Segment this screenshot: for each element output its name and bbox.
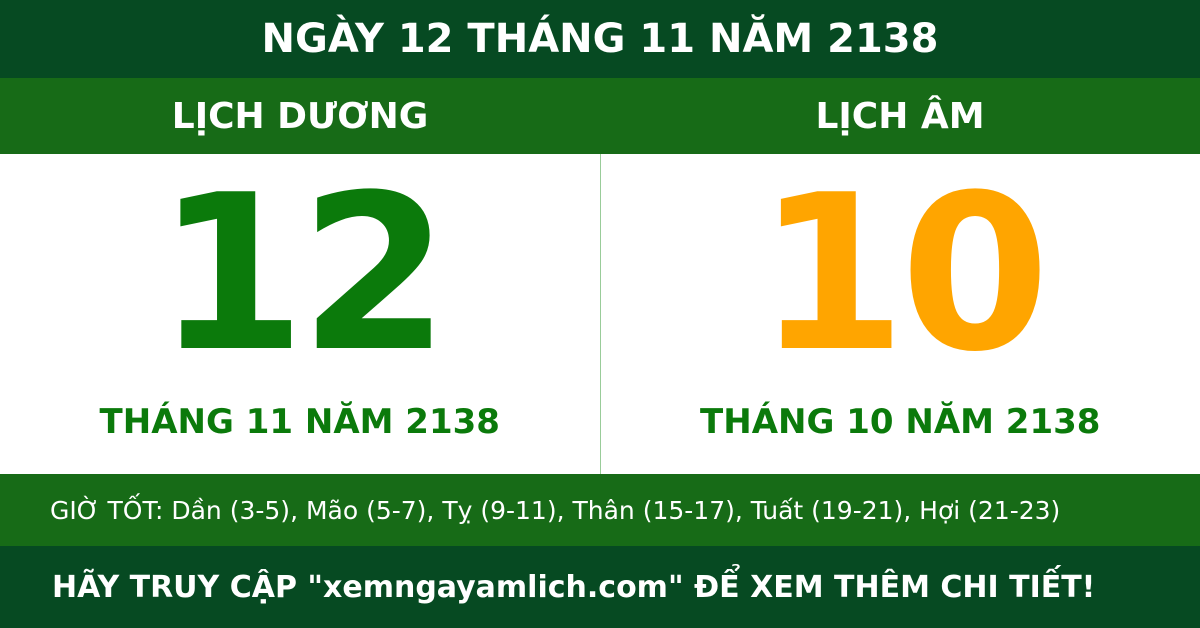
good-hours: GIỜ TỐT: Dần (3-5), Mão (5-7), Tỵ (9-11)…: [0, 474, 1200, 546]
columns: 12 THÁNG 11 NĂM 2138 10 THÁNG 10 NĂM 213…: [0, 154, 1200, 474]
lunar-column: 10 THÁNG 10 NĂM 2138: [601, 154, 1200, 474]
column-labels: LỊCH DƯƠNG LỊCH ÂM: [0, 78, 1200, 154]
lunar-month-year: THÁNG 10 NĂM 2138: [700, 402, 1101, 442]
lunar-label: LỊCH ÂM: [815, 95, 985, 137]
solar-label: LỊCH DƯƠNG: [171, 95, 429, 137]
solar-day: 12: [156, 148, 449, 399]
title: NGÀY 12 THÁNG 11 NĂM 2138: [0, 0, 1200, 78]
lunar-day: 10: [756, 148, 1050, 399]
solar-column: 12 THÁNG 11 NĂM 2138: [0, 154, 601, 474]
footer: HÃY TRUY CẬP "xemngayamlich.com" ĐỂ XEM …: [0, 546, 1200, 628]
solar-month-year: THÁNG 11 NĂM 2138: [99, 402, 500, 442]
